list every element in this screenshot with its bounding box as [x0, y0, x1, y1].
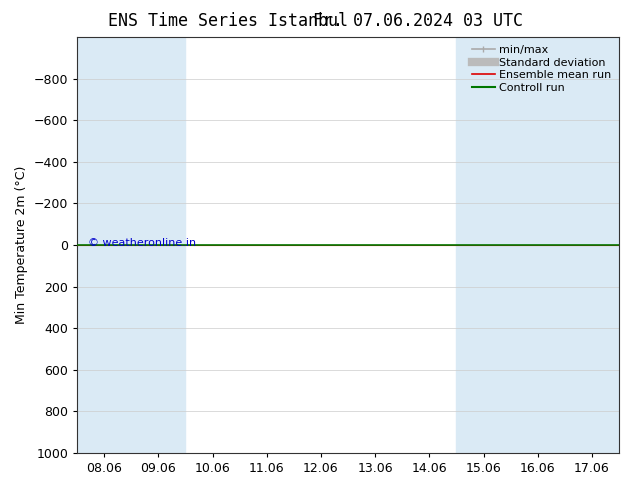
- Legend: min/max, Standard deviation, Ensemble mean run, Controll run: min/max, Standard deviation, Ensemble me…: [470, 43, 614, 96]
- Bar: [131, 37, 186, 453]
- Text: Fr. 07.06.2024 03 UTC: Fr. 07.06.2024 03 UTC: [313, 12, 524, 30]
- Text: ENS Time Series Istanbul: ENS Time Series Istanbul: [108, 12, 348, 30]
- Bar: [510, 37, 565, 453]
- Bar: [456, 37, 510, 453]
- Text: © weatheronline.in: © weatheronline.in: [88, 238, 196, 248]
- Bar: [565, 37, 619, 453]
- Y-axis label: Min Temperature 2m (°C): Min Temperature 2m (°C): [15, 166, 28, 324]
- Bar: [77, 37, 131, 453]
